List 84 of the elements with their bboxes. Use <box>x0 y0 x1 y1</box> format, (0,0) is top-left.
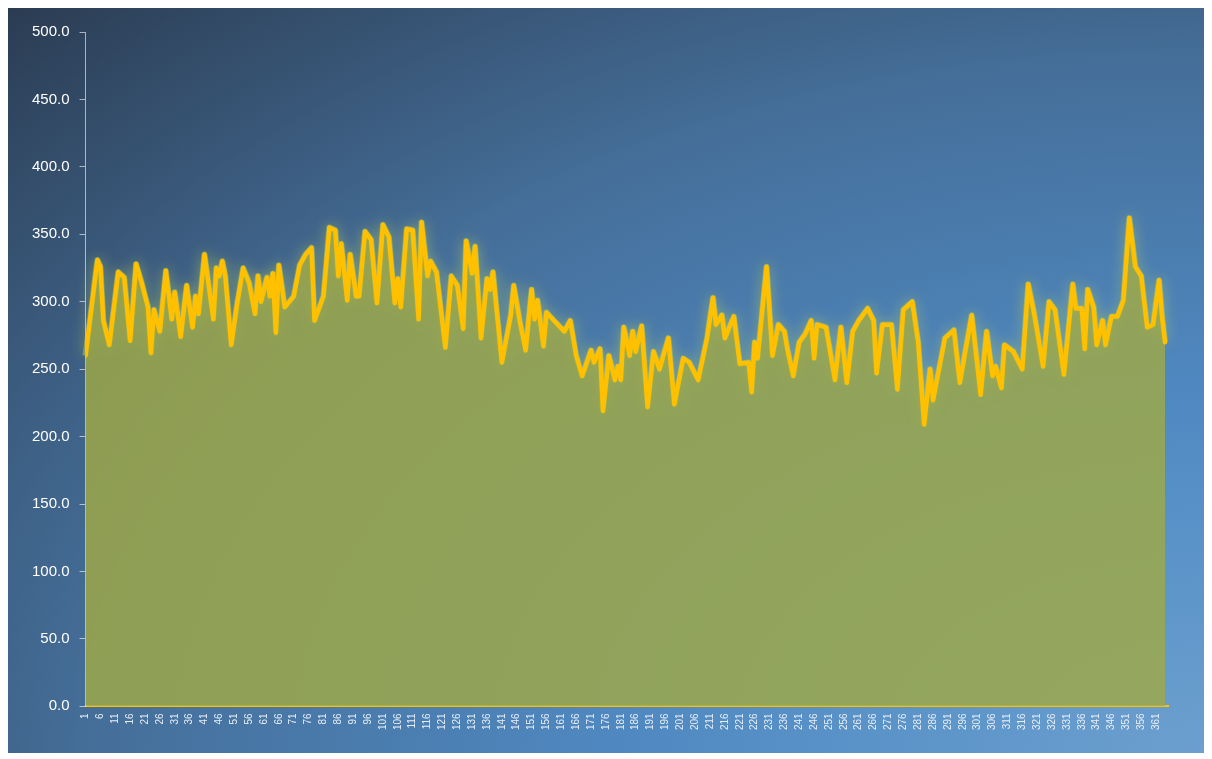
y-tick-label: 250.0 <box>31 359 70 377</box>
x-tick-label: 266 <box>867 712 879 730</box>
x-tick-label: 1 <box>79 712 91 719</box>
x-tick-label: 311 <box>1001 712 1013 730</box>
x-tick-label: 31 <box>168 712 180 725</box>
x-tick-label: 236 <box>778 712 790 730</box>
y-tick-label: 50.0 <box>40 629 70 647</box>
x-tick-label: 101 <box>376 712 388 730</box>
x-tick-label: 296 <box>956 712 968 730</box>
x-tick-label: 201 <box>674 712 686 730</box>
x-tick-label: 61 <box>257 712 269 725</box>
x-tick-label: 331 <box>1060 712 1072 730</box>
x-tick-label: 21 <box>138 712 150 725</box>
x-tick-label: 81 <box>317 712 329 725</box>
x-tick-label: 321 <box>1030 712 1042 730</box>
x-tick-label: 291 <box>941 712 953 730</box>
x-tick-label: 191 <box>644 712 656 730</box>
x-tick-label: 196 <box>659 712 671 730</box>
x-tick-label: 6 <box>94 712 106 719</box>
x-tick-label: 56 <box>242 712 254 725</box>
x-tick-label: 241 <box>793 712 804 730</box>
x-tick-label: 221 <box>733 712 745 730</box>
x-tick-label: 86 <box>332 712 344 725</box>
x-tick-label: 351 <box>1120 712 1132 730</box>
x-tick-label: 26 <box>153 712 165 725</box>
x-tick-label: 176 <box>599 712 611 730</box>
x-tick-label: 171 <box>584 712 596 730</box>
x-tick-label: 186 <box>629 712 641 730</box>
x-tick-label: 216 <box>718 712 730 730</box>
x-tick-label: 336 <box>1075 712 1087 730</box>
x-tick-label: 131 <box>465 712 477 730</box>
x-tick-label: 346 <box>1105 712 1117 730</box>
x-tick-label: 51 <box>227 712 239 725</box>
x-tick-label: 256 <box>837 712 849 730</box>
x-tick-label: 46 <box>213 712 225 725</box>
x-tick-label: 76 <box>302 712 314 725</box>
y-tick-label: 400.0 <box>31 157 70 174</box>
x-tick-label: 206 <box>688 712 700 730</box>
y-tick-label: 450.0 <box>31 89 70 107</box>
x-tick-label: 166 <box>569 712 581 730</box>
x-tick-label: 106 <box>391 712 403 730</box>
x-tick-label: 301 <box>971 712 983 730</box>
x-tick-label: 121 <box>436 712 448 730</box>
x-tick-label: 66 <box>272 712 284 725</box>
x-tick-label: 156 <box>540 712 552 730</box>
x-tick-label: 251 <box>822 712 834 730</box>
x-tick-label: 71 <box>287 712 299 725</box>
x-tick-label: 246 <box>807 712 819 730</box>
x-tick-label: 361 <box>1149 712 1161 730</box>
x-tick-label: 231 <box>763 712 775 730</box>
x-tick-label: 116 <box>421 712 433 730</box>
x-tick-label: 161 <box>555 712 567 730</box>
y-tick-label: 500.0 <box>31 22 70 40</box>
y-tick-label: 350.0 <box>31 224 70 242</box>
x-tick-label: 136 <box>480 712 492 730</box>
x-tick-label: 111 <box>406 712 418 729</box>
x-tick-label: 211 <box>703 712 715 730</box>
x-tick-label: 316 <box>1016 712 1028 730</box>
x-tick-label: 341 <box>1090 712 1102 730</box>
y-tick-label: 0.0 <box>48 696 70 714</box>
x-tick-label: 11 <box>109 712 121 724</box>
y-tick-label: 150.0 <box>31 494 70 512</box>
y-tick-label: 300.0 <box>31 291 70 309</box>
x-tick-label: 126 <box>451 712 463 730</box>
x-tick-label: 356 <box>1134 712 1146 730</box>
x-tick-label: 286 <box>926 712 938 730</box>
x-tick-label: 91 <box>346 712 358 725</box>
x-tick-label: 181 <box>614 712 626 730</box>
x-tick-label: 96 <box>361 712 373 725</box>
x-tick-label: 141 <box>495 712 507 730</box>
x-tick-label: 306 <box>986 712 998 730</box>
y-tick-label: 100.0 <box>31 561 70 579</box>
x-tick-label: 271 <box>882 712 894 730</box>
x-tick-label: 261 <box>852 712 864 730</box>
x-tick-label: 151 <box>525 712 537 730</box>
x-tick-label: 326 <box>1045 712 1057 730</box>
x-tick-label: 146 <box>510 712 522 730</box>
x-tick-label: 276 <box>897 712 909 730</box>
x-tick-label: 281 <box>911 712 923 730</box>
x-tick-label: 36 <box>183 712 195 725</box>
x-tick-label: 41 <box>198 712 210 725</box>
x-tick-label: 16 <box>123 712 135 725</box>
y-tick-label: 200.0 <box>31 426 70 444</box>
x-tick-label: 226 <box>748 712 760 730</box>
